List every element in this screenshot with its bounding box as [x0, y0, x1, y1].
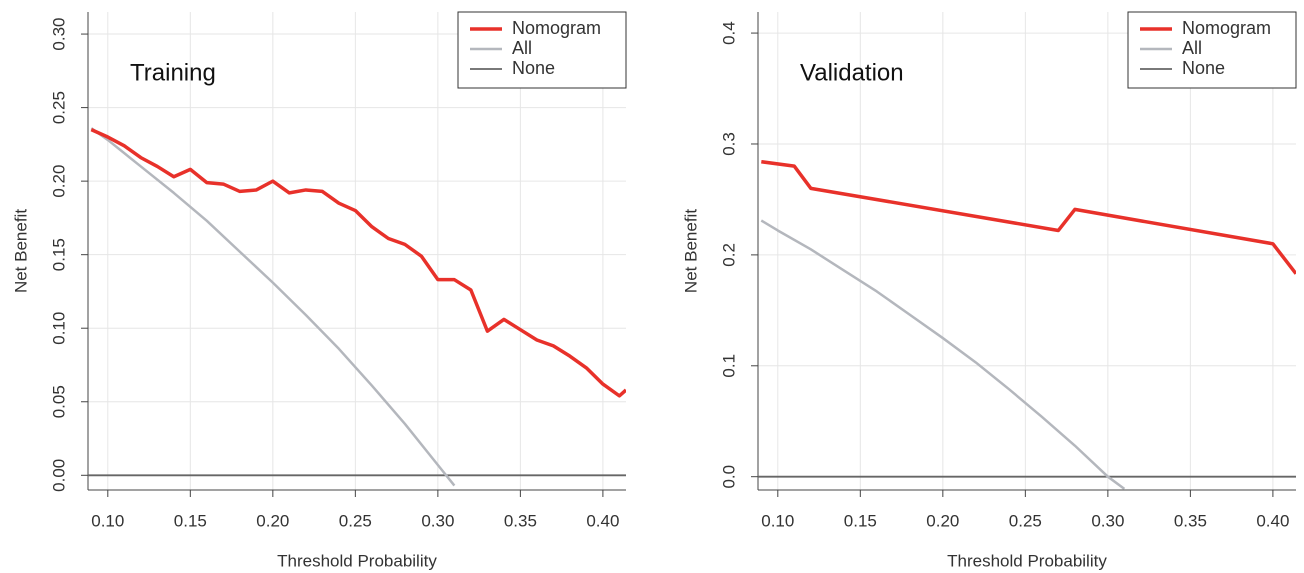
- x-tick-label: 0.40: [586, 511, 619, 530]
- series-line: [760, 219, 1126, 490]
- y-tick-label: 0.1: [719, 354, 738, 378]
- panel-label: Validation: [800, 59, 904, 86]
- x-tick-label: 0.15: [174, 511, 207, 530]
- y-tick-label: 0.25: [49, 91, 68, 124]
- legend-label: None: [1182, 58, 1225, 78]
- series-line: [90, 127, 456, 487]
- y-tick-label: 0.3: [719, 132, 738, 156]
- x-tick-label: 0.20: [926, 511, 959, 530]
- x-tick-label: 0.15: [844, 511, 877, 530]
- x-tick-label: 0.25: [1009, 511, 1042, 530]
- panel-label: Training: [130, 59, 216, 86]
- y-axis-label: Net Benefit: [681, 209, 700, 293]
- y-tick-label: 0.10: [49, 312, 68, 345]
- y-tick-label: 0.20: [49, 165, 68, 198]
- y-tick-label: 0.4: [719, 21, 738, 45]
- legend-label: Nomogram: [1182, 18, 1271, 38]
- series-line: [90, 128, 626, 398]
- series-line: [761, 159, 1296, 275]
- legend-label: All: [512, 38, 532, 58]
- y-tick-label: 0.05: [49, 385, 68, 418]
- y-tick-label: 0.30: [49, 18, 68, 51]
- y-tick-label: 0.15: [49, 238, 68, 271]
- panel: 0.10 0.15 0.20 0.25 0.30 0.35 0.40 0.00 0.05 0.10…: [11, 11, 627, 570]
- x-axis-label: Threshold Probability: [947, 551, 1107, 570]
- panel: 0.10 0.15 0.20 0.25 0.30 0.35 0.40 0.0 0.1 0.2 0.3…: [681, 11, 1297, 570]
- x-tick-label: 0.30: [1091, 511, 1124, 530]
- x-tick-label: 0.40: [1256, 511, 1289, 530]
- legend-label: Nomogram: [512, 18, 601, 38]
- x-axis-label: Threshold Probability: [277, 551, 437, 570]
- x-tick-label: 0.35: [504, 511, 537, 530]
- x-tick-label: 0.10: [761, 511, 794, 530]
- y-axis-label: Net Benefit: [11, 209, 30, 293]
- y-tick-label: 0.2: [719, 243, 738, 267]
- x-tick-label: 0.30: [421, 511, 454, 530]
- x-tick-label: 0.25: [339, 511, 372, 530]
- legend-label: None: [512, 58, 555, 78]
- y-tick-label: 0.00: [49, 459, 68, 492]
- x-tick-label: 0.20: [256, 511, 289, 530]
- x-tick-label: 0.35: [1174, 511, 1207, 530]
- x-tick-label: 0.10: [91, 511, 124, 530]
- y-tick-label: 0.0: [719, 465, 738, 489]
- legend-label: All: [1182, 38, 1202, 58]
